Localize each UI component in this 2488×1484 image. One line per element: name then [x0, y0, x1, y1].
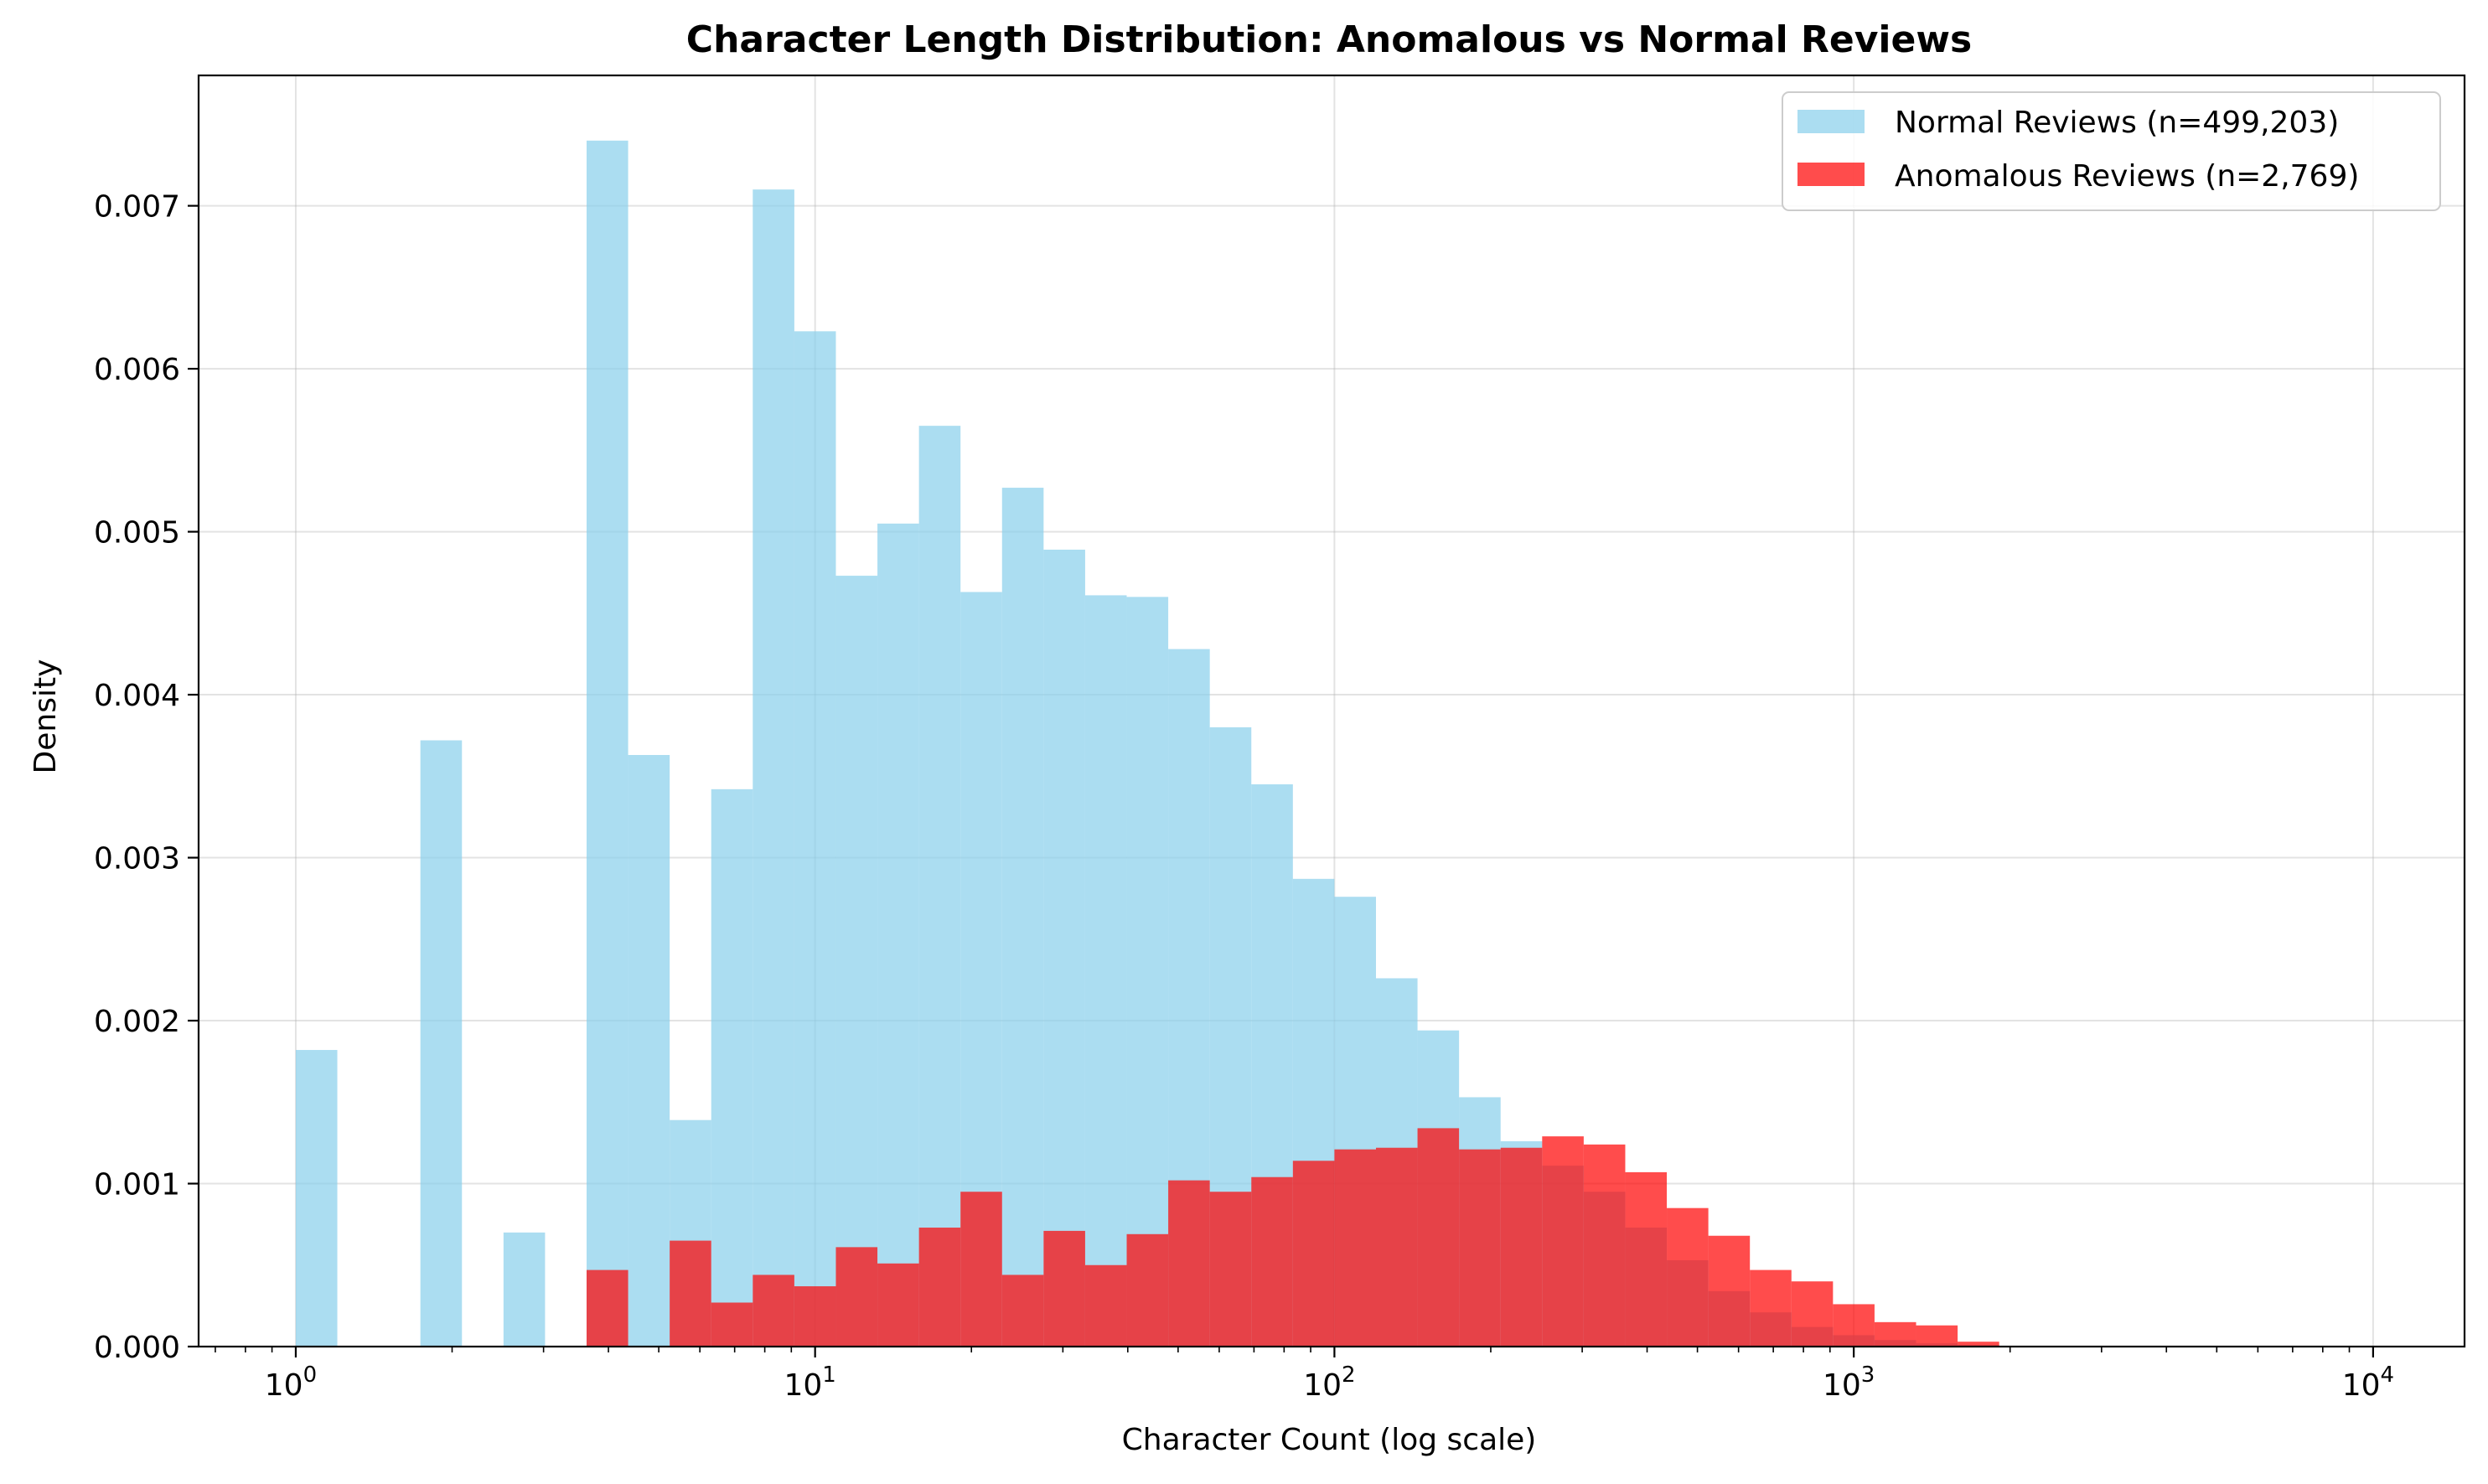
- bar-anomalous-24: [1292, 1161, 1335, 1347]
- chart-title: Character Length Distribution: Anomalous…: [686, 18, 1972, 61]
- legend-swatch-normal: [1797, 110, 1865, 133]
- y-tick-label-5: 0.005: [94, 516, 180, 551]
- legend-label-anomalous: Anomalous Reviews (n=2,769): [1895, 159, 2359, 194]
- bar-anomalous-22: [1209, 1192, 1252, 1347]
- bar-anomalous-11: [753, 1275, 794, 1347]
- bar-anomalous-20: [1126, 1233, 1169, 1347]
- bar-anomalous-25: [1334, 1149, 1376, 1347]
- bar-normal-8: [628, 755, 670, 1347]
- y-tick-label-4: 0.004: [94, 679, 180, 713]
- anomalous-series-bars: [586, 1128, 1999, 1347]
- legend-swatch-anomalous: [1797, 163, 1865, 186]
- bar-normal-0: [295, 1050, 338, 1347]
- bar-anomalous-10: [711, 1302, 753, 1347]
- legend-label-normal: Normal Reviews (n=499,203): [1895, 106, 2339, 140]
- bar-anomalous-19: [1084, 1264, 1127, 1347]
- legend: Normal Reviews (n=499,203) Anomalous Rev…: [1782, 91, 2441, 211]
- bar-anomalous-34: [1708, 1235, 1751, 1347]
- bar-normal-5: [503, 1232, 546, 1347]
- bar-normal-15: [918, 426, 961, 1347]
- y-tick-label-7: 0.007: [94, 190, 180, 225]
- bar-anomalous-32: [1625, 1171, 1668, 1347]
- bar-anomalous-26: [1375, 1147, 1418, 1347]
- bar-anomalous-23: [1251, 1176, 1293, 1347]
- bar-normal-11: [753, 189, 794, 1347]
- bar-normal-12: [794, 331, 836, 1347]
- bar-normal-3: [420, 740, 463, 1347]
- bar-anomalous-39: [1916, 1325, 1958, 1347]
- grid-lines: [199, 75, 2465, 1347]
- bar-normal-13: [835, 576, 878, 1347]
- bar-anomalous-35: [1750, 1269, 1792, 1347]
- bar-normal-19: [1084, 595, 1127, 1347]
- bar-anomalous-17: [1001, 1275, 1044, 1347]
- bar-anomalous-18: [1043, 1230, 1085, 1347]
- y-axis-label: Density: [28, 659, 63, 774]
- bar-anomalous-7: [586, 1269, 628, 1347]
- bar-normal-17: [1001, 488, 1044, 1347]
- bar-anomalous-27: [1417, 1128, 1460, 1347]
- bar-anomalous-16: [960, 1192, 1002, 1347]
- y-axis-ticks: 0.000 0.001 0.002 0.003 0.004 0.005 0.006 0.007: [94, 190, 199, 1365]
- bar-anomalous-36: [1791, 1281, 1834, 1347]
- bar-anomalous-15: [918, 1228, 961, 1347]
- bar-anomalous-28: [1459, 1149, 1501, 1347]
- y-tick-label-3: 0.003: [94, 842, 180, 876]
- bar-anomalous-38: [1874, 1321, 1916, 1347]
- bar-normal-14: [877, 523, 919, 1347]
- bar-anomalous-13: [835, 1247, 878, 1347]
- bar-normal-10: [711, 789, 753, 1347]
- bar-normal-7: [586, 140, 628, 1347]
- plot-area-frame: [197, 74, 2466, 1348]
- bar-anomalous-40: [1958, 1342, 1999, 1347]
- x-axis-label: Character Count (log scale): [1122, 1423, 1537, 1457]
- y-tick-label-0: 0.000: [94, 1331, 180, 1365]
- y-tick-label-1: 0.001: [94, 1168, 180, 1202]
- bar-anomalous-31: [1583, 1144, 1626, 1347]
- y-tick-label-6: 0.006: [94, 353, 180, 387]
- bar-anomalous-12: [794, 1286, 836, 1347]
- legend-box: [1782, 91, 2441, 211]
- bar-anomalous-29: [1500, 1147, 1543, 1347]
- y-tick-label-2: 0.002: [94, 1005, 180, 1039]
- bar-normal-20: [1126, 597, 1169, 1347]
- bar-anomalous-33: [1667, 1207, 1709, 1347]
- bar-anomalous-21: [1168, 1180, 1210, 1347]
- bar-anomalous-30: [1542, 1136, 1584, 1347]
- bar-anomalous-9: [670, 1240, 711, 1347]
- bar-normal-18: [1043, 549, 1085, 1347]
- bar-anomalous-14: [877, 1263, 919, 1347]
- bar-anomalous-37: [1833, 1304, 1875, 1347]
